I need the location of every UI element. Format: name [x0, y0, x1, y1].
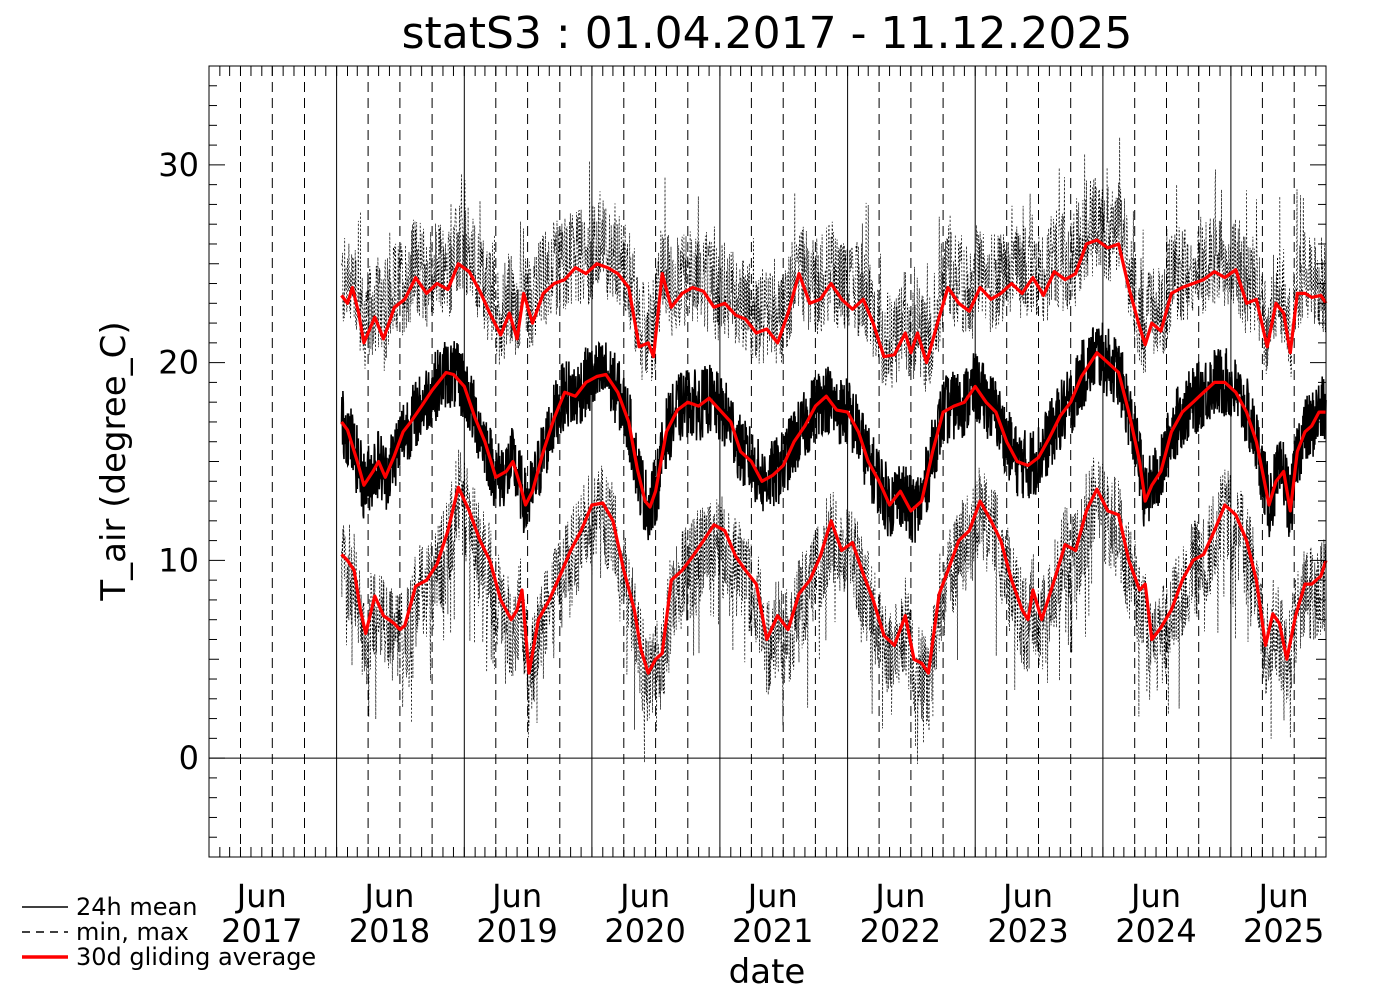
- x-tick-year: 2025: [1243, 912, 1324, 950]
- x-tick-year: 2019: [476, 912, 557, 950]
- chart-title: statS3 : 01.04.2017 - 11.12.2025: [402, 8, 1133, 59]
- y-tick-label: 30: [158, 146, 199, 184]
- x-tick-year: 2017: [221, 912, 302, 950]
- gliding-average-min: [340, 485, 1328, 675]
- x-tick-year: 2020: [604, 912, 685, 950]
- legend-label-mean: 24h mean: [76, 893, 197, 921]
- gliding-average-mean: [340, 351, 1326, 513]
- plot-frame: [208, 65, 1327, 858]
- gliding-average-max: [340, 238, 1328, 365]
- x-tick-year: 2018: [349, 912, 430, 950]
- date-gridlines: [240, 66, 1295, 857]
- x-tick-year: 2022: [860, 912, 941, 950]
- x-tick-month: Jun: [1257, 877, 1309, 915]
- x-tick-year: 2023: [987, 912, 1068, 950]
- daily-min-trace: [341, 449, 1327, 765]
- x-tick-month: Jun: [362, 877, 414, 915]
- y-tick-label: 10: [158, 541, 199, 579]
- x-tick-month: Jun: [746, 877, 798, 915]
- legend: 24h mean min, max 30d gliding average: [22, 893, 316, 971]
- x-tick-month: Jun: [1129, 877, 1181, 915]
- daily-mean-trace: [340, 322, 1327, 543]
- y-axis-label: T_air (degree_C): [94, 321, 134, 601]
- legend-label-average: 30d gliding average: [76, 943, 316, 971]
- gliding-average-series: [340, 238, 1328, 675]
- y-tick-label: 20: [158, 344, 199, 382]
- y-tick-label: 0: [179, 739, 199, 777]
- x-tick-month: Jun: [618, 877, 670, 915]
- axes: 0102030Jun2017Jun2018Jun2019Jun2020Jun20…: [158, 65, 1326, 950]
- daily-max-trace: [341, 137, 1327, 392]
- x-tick-year: 2021: [732, 912, 813, 950]
- x-tick-year: 2024: [1115, 912, 1196, 950]
- x-tick-month: Jun: [490, 877, 542, 915]
- daily-mean-series: [340, 322, 1327, 543]
- x-tick-month: Jun: [235, 877, 287, 915]
- legend-label-minmax: min, max: [76, 918, 189, 946]
- x-axis-label: date: [729, 952, 806, 992]
- x-tick-month: Jun: [873, 877, 925, 915]
- x-tick-month: Jun: [1001, 877, 1053, 915]
